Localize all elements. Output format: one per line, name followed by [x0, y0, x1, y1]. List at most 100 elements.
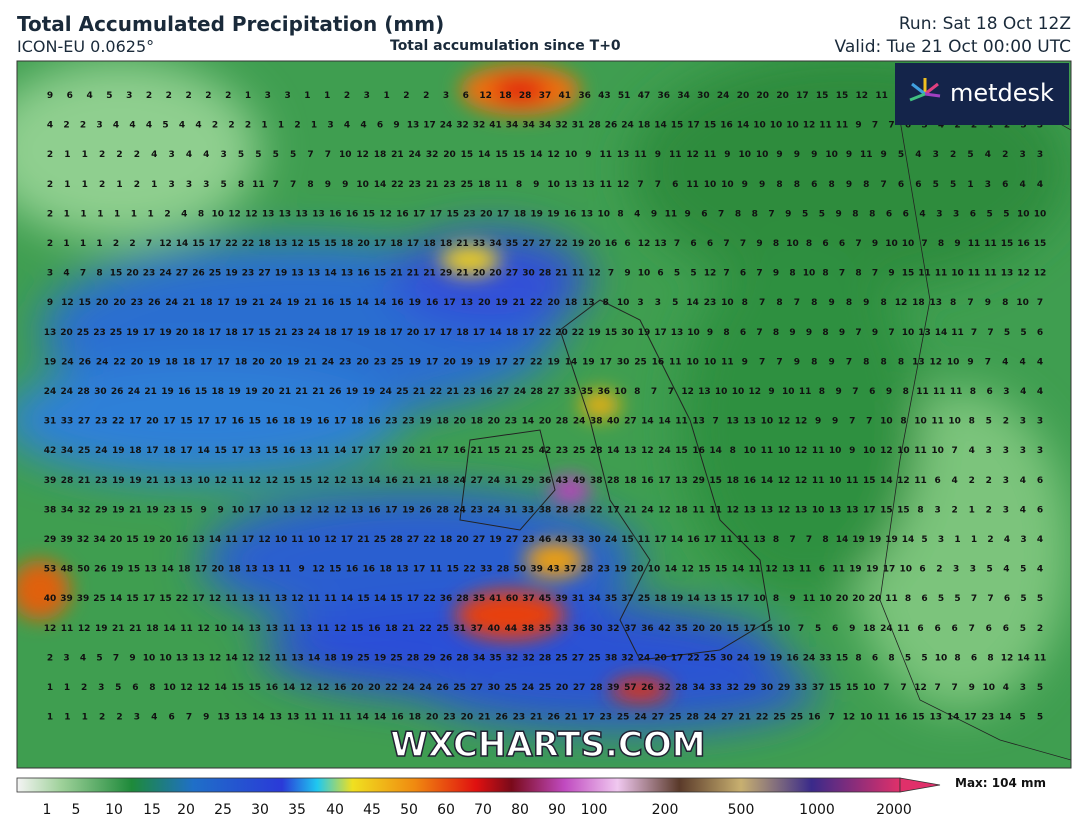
grid-value: 8: [900, 417, 906, 427]
grid-value: 19: [530, 209, 543, 219]
grid-value: 8: [96, 269, 102, 279]
grid-value: 29: [744, 683, 757, 693]
grid-value: 18: [324, 328, 337, 338]
grid-value: 15: [709, 476, 722, 486]
grid-value: 21: [146, 476, 159, 486]
grid-value: 28: [590, 446, 603, 456]
grid-value: 17: [497, 209, 510, 219]
grid-value: 20: [443, 150, 456, 160]
grid-value: 12: [317, 683, 330, 693]
grid-value: 21: [304, 298, 317, 308]
grid-value: 11: [252, 180, 265, 190]
grid-value: 10: [899, 565, 912, 575]
grid-value: 3: [284, 91, 290, 101]
grid-value: 33: [556, 624, 569, 634]
grid-value: 21: [423, 269, 436, 279]
grid-value: 9: [585, 150, 591, 160]
grid-value: 38: [539, 505, 552, 515]
grid-value: 13: [295, 209, 308, 219]
grid-value: 13: [176, 653, 189, 663]
grid-value: 12: [617, 180, 630, 190]
grid-value: 11: [720, 535, 733, 545]
grid-value: 19: [547, 357, 560, 367]
grid-value: 4: [1019, 357, 1025, 367]
grid-value: 3: [265, 91, 271, 101]
grid-value: 15: [488, 446, 501, 456]
grid-value: 12: [300, 505, 313, 515]
grid-value: 21: [129, 624, 142, 634]
grid-value: 2: [99, 713, 105, 723]
grid-value: 10: [829, 476, 842, 486]
grid-value: 37: [624, 624, 637, 634]
grid-value: 38: [605, 653, 618, 663]
grid-value: 7: [969, 624, 975, 634]
grid-value: 19: [148, 357, 161, 367]
grid-value: 10: [825, 150, 838, 160]
grid-value: 13: [461, 298, 474, 308]
grid-value: 2: [80, 121, 86, 131]
grid-value: 22: [113, 357, 126, 367]
grid-value: 5: [1020, 594, 1026, 604]
grid-value: 23: [505, 417, 518, 427]
legend-label: 60: [437, 802, 455, 818]
grid-value: 34: [506, 121, 519, 131]
valid-time: Valid: Tue 21 Oct 00:00 UTC: [834, 37, 1071, 57]
grid-value: 17: [129, 417, 142, 427]
grid-value: 9: [785, 209, 791, 219]
grid-value: 9: [651, 209, 657, 219]
grid-value: 24: [803, 653, 816, 663]
grid-value: 9: [839, 328, 845, 338]
grid-value: 6: [987, 387, 993, 397]
grid-value: 8: [888, 653, 894, 663]
grid-value: 20: [402, 446, 415, 456]
grid-value: 11: [275, 653, 288, 663]
grid-value: 10: [819, 594, 832, 604]
grid-value: 24: [95, 446, 108, 456]
grid-value: 17: [242, 535, 255, 545]
grid-value: 6: [624, 239, 630, 249]
grid-value: 33: [819, 653, 832, 663]
grid-value: 27: [258, 269, 271, 279]
grid-value: 22: [756, 713, 769, 723]
grid-value: 13: [753, 535, 766, 545]
grid-value: 24: [717, 91, 730, 101]
grid-value: 17: [200, 357, 213, 367]
grid-value: 24: [322, 357, 335, 367]
grid-value: 28: [556, 505, 569, 515]
grid-value: 14: [880, 476, 893, 486]
grid-value: 2: [228, 121, 234, 131]
grid-value: 34: [93, 535, 106, 545]
grid-value: 12: [641, 446, 654, 456]
grid-value: 12: [795, 417, 808, 427]
grid-value: 14: [902, 535, 915, 545]
grid-value: 17: [231, 446, 244, 456]
grid-value: 32: [78, 505, 91, 515]
grid-value: 17: [407, 594, 420, 604]
grid-value: 8: [969, 417, 975, 427]
grid-value: 22: [590, 505, 603, 515]
grid-value: 10: [863, 446, 876, 456]
grid-value: 20: [631, 565, 644, 575]
grid-value: 50: [514, 565, 527, 575]
grid-value: 13: [795, 505, 808, 515]
grid-value: 18: [440, 239, 453, 249]
grid-value: 25: [93, 594, 106, 604]
grid-value: 16: [363, 565, 376, 575]
grid-value: 2: [986, 505, 992, 515]
grid-value: 18: [390, 239, 403, 249]
grid-value: 10: [1034, 209, 1047, 219]
grid-value: 17: [436, 446, 449, 456]
grid-value: 23: [242, 269, 255, 279]
grid-value: 6: [657, 269, 663, 279]
grid-value: 10: [597, 209, 610, 219]
grid-value: 7: [756, 269, 762, 279]
grid-value: 21: [446, 387, 459, 397]
grid-value: 20: [547, 298, 560, 308]
grid-value: 5: [954, 594, 960, 604]
grid-value: 11: [1034, 653, 1047, 663]
grid-value: 5: [238, 150, 244, 160]
grid-value: 17: [443, 298, 456, 308]
grid-value: 34: [539, 121, 552, 131]
grid-value: 15: [180, 505, 193, 515]
